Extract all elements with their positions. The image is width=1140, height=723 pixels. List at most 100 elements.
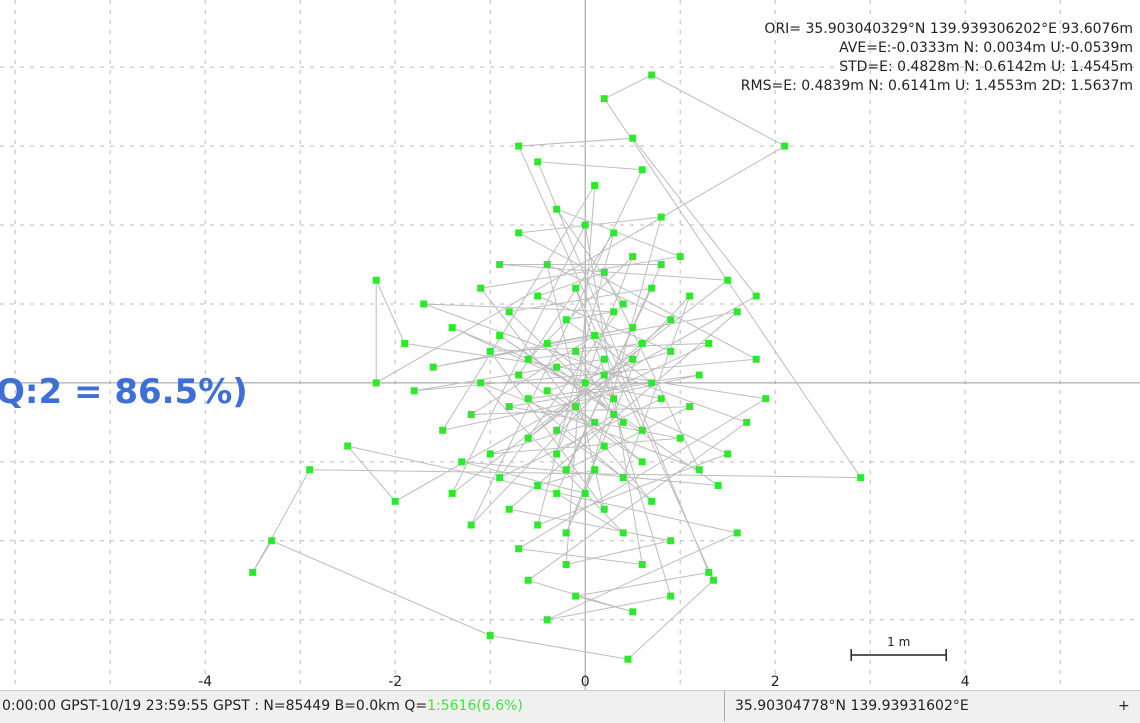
point <box>410 387 418 395</box>
status-time: 0:00:00 GPST-10/19 23:59:55 GPST : N=854… <box>2 698 428 714</box>
point <box>667 537 675 545</box>
point <box>762 395 770 403</box>
x-tick-label: -4 <box>198 674 212 690</box>
point <box>429 363 437 371</box>
point <box>553 363 561 371</box>
point <box>448 324 456 332</box>
point <box>515 545 523 553</box>
point <box>657 395 665 403</box>
point <box>610 410 618 418</box>
point <box>496 474 504 482</box>
point <box>534 521 542 529</box>
point <box>714 482 722 490</box>
point <box>372 379 380 387</box>
x-tick-label: 2 <box>771 674 780 690</box>
point <box>486 632 494 640</box>
point <box>534 482 542 490</box>
point <box>686 403 694 411</box>
point <box>600 355 608 363</box>
status-quality: 1:5616(6.6%) <box>427 698 523 714</box>
point <box>572 592 580 600</box>
point <box>553 489 561 497</box>
overlay-text: Q:2 = 86.5%) <box>0 372 248 412</box>
point <box>781 142 789 150</box>
point <box>515 142 523 150</box>
point <box>600 442 608 450</box>
point <box>496 260 504 268</box>
point <box>524 395 532 403</box>
status-position: 35.90304778°N 139.93931602°E <box>724 691 969 721</box>
point <box>709 576 717 584</box>
point <box>648 71 656 79</box>
point <box>624 655 632 663</box>
point <box>695 466 703 474</box>
point <box>562 560 570 568</box>
point <box>638 166 646 174</box>
point <box>467 410 475 418</box>
point <box>572 403 580 411</box>
point <box>486 450 494 458</box>
point <box>553 450 561 458</box>
point <box>505 403 513 411</box>
point <box>543 387 551 395</box>
point <box>344 442 352 450</box>
point <box>553 205 561 213</box>
point <box>553 426 561 434</box>
point <box>638 458 646 466</box>
point <box>733 529 741 537</box>
point <box>401 339 409 347</box>
point <box>591 182 599 190</box>
point <box>439 426 447 434</box>
point <box>420 300 428 308</box>
point <box>629 134 637 142</box>
point <box>610 395 618 403</box>
point <box>581 221 589 229</box>
point <box>391 497 399 505</box>
point <box>543 339 551 347</box>
stats-line: ORI= 35.903040329°N 139.939306202°E 93.6… <box>764 21 1133 37</box>
point <box>638 560 646 568</box>
point <box>667 592 675 600</box>
stats-line: STD=E: 0.4828m N: 0.6142m U: 1.4545m <box>839 59 1133 75</box>
point <box>676 253 684 261</box>
point <box>619 529 627 537</box>
point <box>638 426 646 434</box>
point <box>477 284 485 292</box>
stats-line: RMS=E: 0.4839m N: 0.6141m U: 1.4553m 2D:… <box>741 78 1133 94</box>
point <box>543 616 551 624</box>
point <box>676 434 684 442</box>
point <box>667 347 675 355</box>
point <box>581 489 589 497</box>
point <box>619 474 627 482</box>
point <box>572 347 580 355</box>
point <box>562 466 570 474</box>
point <box>524 576 532 584</box>
point <box>724 276 732 284</box>
point <box>268 537 276 545</box>
x-tick-label: -2 <box>388 674 402 690</box>
point <box>467 521 475 529</box>
point <box>581 379 589 387</box>
plot-area: -4 -2 0 2 4 ORI= 35.903040329°N 139.939306202… <box>0 0 1140 690</box>
point <box>496 332 504 340</box>
point <box>562 529 570 537</box>
point <box>619 418 627 426</box>
point <box>705 339 713 347</box>
point <box>600 268 608 276</box>
point <box>648 497 656 505</box>
stats-line: AVE=E:-0.0333m N: 0.0034m U:-0.0539m <box>839 40 1133 56</box>
point <box>857 474 865 482</box>
point <box>486 347 494 355</box>
point <box>600 505 608 513</box>
point <box>705 568 713 576</box>
x-tick-label: 4 <box>961 674 970 690</box>
point <box>572 284 580 292</box>
point <box>306 466 314 474</box>
point <box>591 418 599 426</box>
point <box>600 371 608 379</box>
status-plus[interactable]: + <box>1118 698 1130 714</box>
point <box>515 371 523 379</box>
point <box>724 450 732 458</box>
point <box>249 568 257 576</box>
